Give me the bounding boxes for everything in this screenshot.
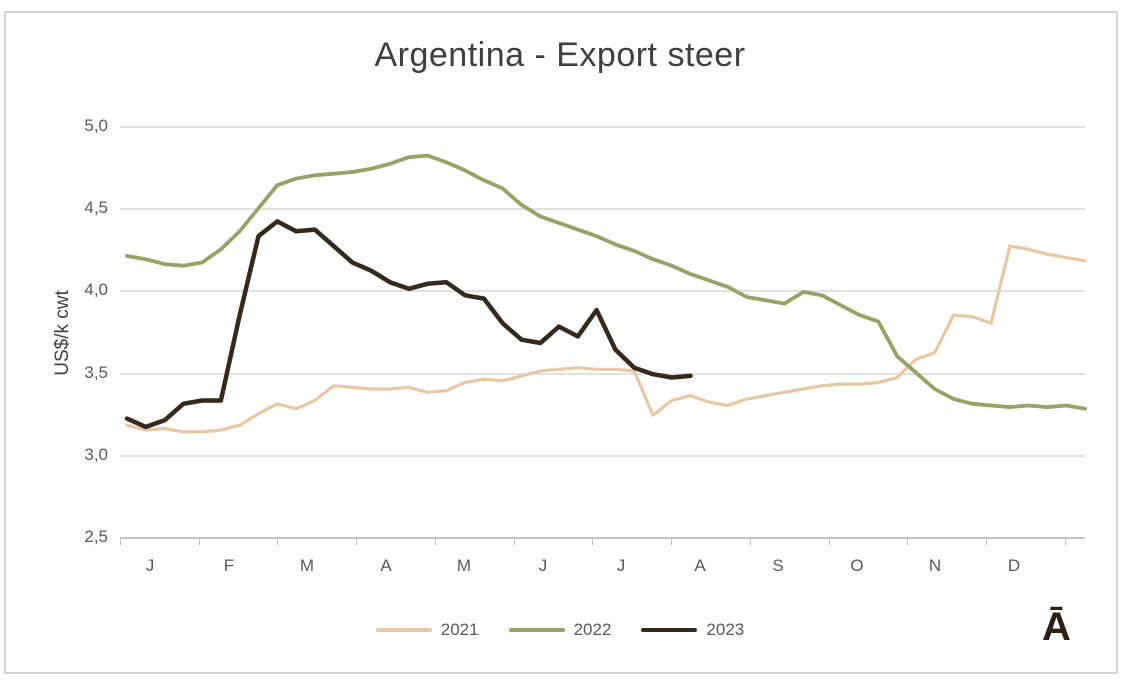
series-line-2023 — [124, 219, 693, 430]
legend-item-2021: 2021 — [375, 620, 479, 640]
x-tick-label: O — [850, 556, 864, 575]
legend-label-2023: 2023 — [706, 620, 745, 639]
x-tick-label: S — [772, 556, 784, 575]
y-tick-label: 2,5 — [84, 527, 108, 546]
gridline-4-0 — [120, 290, 1085, 292]
legend-label-2022: 2022 — [573, 620, 612, 639]
series-line-2022 — [125, 153, 1087, 411]
watermark-a-macron: Ā — [1042, 605, 1071, 649]
x-axis-tick — [750, 539, 751, 545]
legend: 2021 2022 2023 — [0, 620, 1120, 640]
x-tick-label: A — [694, 556, 706, 575]
x-tick-label: J — [538, 556, 548, 575]
series-line-2021 — [125, 244, 1087, 434]
x-tick-label: F — [223, 556, 235, 575]
x-axis-tick — [986, 539, 987, 545]
chart-border-frame — [4, 11, 1118, 674]
gridline-3-5 — [120, 373, 1085, 375]
legend-item-2023: 2023 — [641, 620, 744, 640]
gridline-3-0 — [120, 455, 1085, 457]
x-tick-label: M — [299, 556, 315, 575]
legend-swatch-2023 — [641, 628, 698, 632]
x-axis-tick — [829, 539, 830, 545]
x-tick-label: M — [456, 556, 472, 575]
x-axis-tick — [356, 539, 357, 545]
x-axis-tick — [592, 539, 593, 545]
y-tick-label: 3,5 — [84, 363, 108, 382]
y-tick-label: 3,0 — [84, 445, 108, 464]
x-axis-line — [120, 537, 1085, 539]
x-axis-tick — [514, 539, 515, 545]
legend-swatch-2021 — [375, 628, 432, 632]
gridline-5-0 — [120, 126, 1085, 128]
x-tick-label: J — [616, 556, 626, 575]
y-tick-label: 4,5 — [84, 198, 108, 217]
chart-title: Argentina - Export steer — [374, 36, 746, 74]
x-axis-tick — [671, 539, 672, 545]
x-tick-label: D — [1007, 556, 1021, 575]
gridline-4-5 — [120, 208, 1085, 210]
y-tick-label: 4,0 — [84, 280, 108, 299]
x-axis-tick — [907, 539, 908, 545]
x-tick-label: N — [928, 556, 942, 575]
x-tick-label: J — [145, 556, 155, 575]
x-axis-tick — [1065, 539, 1066, 545]
legend-label-2021: 2021 — [440, 620, 479, 639]
x-axis-tick — [435, 539, 436, 545]
y-tick-label: 5,0 — [84, 116, 108, 135]
x-axis-tick — [120, 539, 121, 545]
x-axis-tick — [199, 539, 200, 545]
x-axis-tick — [277, 539, 278, 545]
legend-item-2022: 2022 — [508, 620, 612, 640]
legend-swatch-2022 — [508, 628, 565, 632]
x-tick-label: A — [380, 556, 392, 575]
